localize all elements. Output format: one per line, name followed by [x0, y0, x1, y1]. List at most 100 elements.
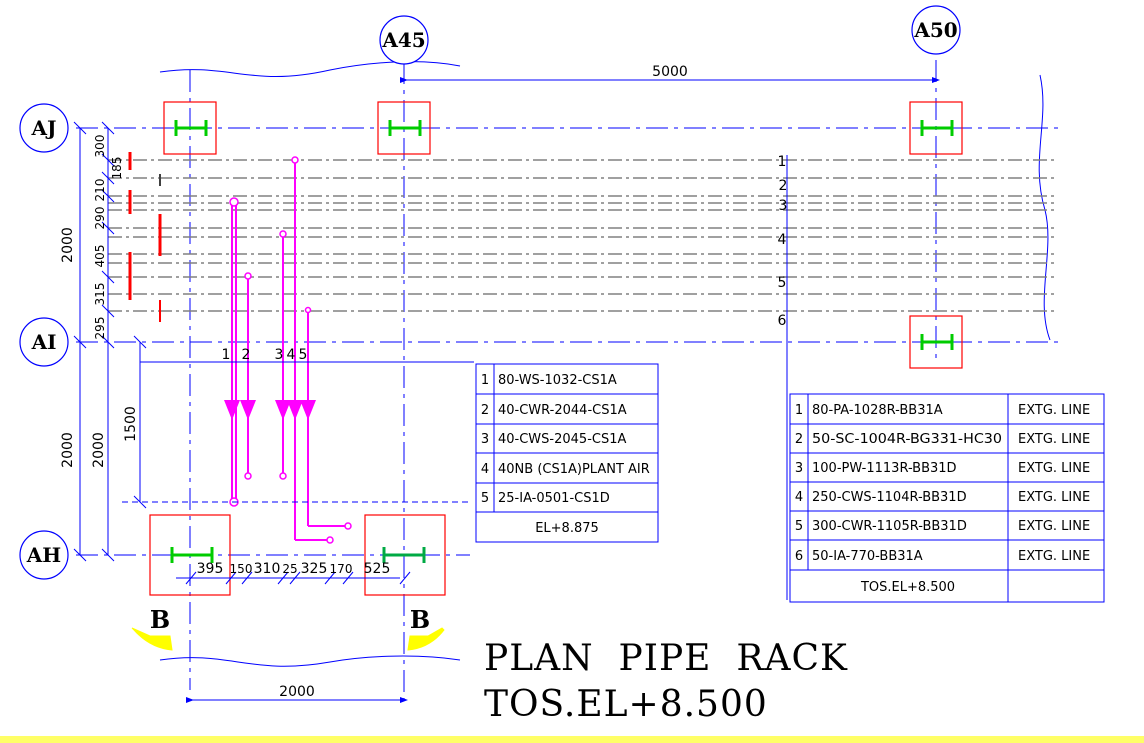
table-row-number: 3 — [795, 461, 803, 476]
dimension-label: 300 — [93, 135, 107, 158]
table-row-line: 50-SC-1004R-BG331-HC30 — [812, 432, 1002, 447]
table-row-status: EXTG. LINE — [1018, 403, 1090, 418]
new-pipe-nodes — [229, 156, 352, 544]
new-pipes — [224, 160, 348, 541]
dimension-label: 395 — [197, 561, 224, 577]
grid-bubble-ai: AI — [19, 317, 69, 367]
grid-bubble-a45: A45 — [379, 15, 429, 65]
existing-pipe-tag: 1 — [778, 154, 787, 170]
dimensions-bottom — [176, 571, 411, 703]
table-footer: TOS.EL+8.500 — [860, 580, 955, 595]
dimension-labels-bottom: 395 150 310 25 325 170 525 2000 — [197, 561, 391, 700]
table-row-line: 40NB (CS1A)PLANT AIR — [498, 462, 650, 477]
table-row-line: 300-CWR-1105R-BB31D — [812, 519, 967, 534]
table-row-number: 1 — [795, 403, 803, 418]
column-aj-a44 — [163, 101, 217, 155]
dimension-label: 405 — [93, 245, 107, 268]
table-row-number: 4 — [795, 490, 803, 505]
table-row-line: 80-WS-1032-CS1A — [498, 373, 617, 388]
existing-pipe-tag: 5 — [778, 275, 787, 291]
grid-bubble-aj: AJ — [19, 103, 69, 153]
column-aj-a45 — [377, 101, 431, 155]
existing-pipe-tags: 1 2 3 4 5 6 — [778, 154, 788, 600]
new-lines-table — [475, 363, 659, 543]
column-aj-a50 — [909, 101, 963, 155]
existing-pipe-tag: 3 — [779, 198, 788, 214]
grid-bubble-ah: AH — [19, 530, 69, 580]
table-row-number: 3 — [481, 432, 489, 447]
dimension-label: 525 — [364, 561, 391, 577]
new-pipe-tag: 1 — [222, 347, 231, 363]
table-row-line: 25-IA-0501-CS1D — [498, 491, 610, 506]
pipe-end-marks — [128, 152, 162, 322]
grid-bubble-label: AJ — [31, 116, 57, 140]
new-pipe-tag: 3 — [275, 347, 284, 363]
dimension-label: 2000 — [60, 227, 76, 263]
table-row-status: EXTG. LINE — [1018, 549, 1090, 564]
table-row-number: 5 — [481, 491, 489, 506]
table-row-number: 2 — [481, 403, 489, 418]
bottom-border — [0, 736, 1144, 743]
table-row-line: 40-CWR-2044-CS1A — [498, 403, 627, 418]
section-mark-label: B — [410, 605, 430, 634]
dimension-label: 210 — [93, 179, 107, 202]
table-row-status: EXTG. LINE — [1018, 490, 1090, 505]
grid-bubble-label: AI — [31, 330, 57, 354]
dimensions-left — [73, 121, 470, 562]
grid-lines — [76, 60, 1060, 700]
grid-bubble-label: A45 — [381, 28, 425, 52]
dimension-label: 1500 — [123, 406, 139, 442]
existing-pipes — [108, 159, 1058, 312]
dimension-top-span: 5000 — [400, 64, 940, 83]
table-row-status: EXTG. LINE — [1018, 461, 1090, 476]
dimension-label: 150 — [230, 562, 253, 576]
table-row-number: 5 — [795, 519, 803, 534]
table-row-line: 50-IA-770-BB31A — [812, 549, 923, 564]
table-row-line: 40-CWS-2045-CS1A — [498, 432, 626, 447]
dimension-label: 310 — [254, 561, 281, 577]
table-footer: EL+8.875 — [535, 521, 599, 536]
dimension-label: 5000 — [652, 64, 688, 80]
table-row-line: 100-PW-1113R-BB31D — [812, 461, 957, 476]
dimension-label: 315 — [93, 283, 107, 306]
new-pipe-tag: 4 — [287, 347, 296, 363]
drawing-subtitle: TOS.EL+8.500 — [484, 684, 768, 725]
new-pipe-tags: 1 2 3 4 5 — [140, 347, 474, 363]
table-row-number: 6 — [795, 549, 803, 564]
dimension-label: 170 — [330, 562, 353, 576]
table-row-status: EXTG. LINE — [1018, 432, 1090, 447]
grid-bubble-label: AH — [26, 543, 61, 567]
table-row-number: 1 — [481, 373, 489, 388]
column-ah-a44 — [149, 514, 231, 596]
drawing-title: PLAN PIPE RACK — [484, 638, 848, 679]
dimension-label: 295 — [93, 317, 107, 340]
section-mark-right: B — [407, 605, 445, 651]
dimension-labels-left: 2000 2000 2000 1500 300 185 210 290 405 … — [60, 135, 139, 468]
existing-pipe-tag: 4 — [778, 232, 787, 248]
section-mark-label: B — [150, 605, 170, 634]
dimension-label: 2000 — [279, 684, 315, 700]
dimension-label: 2000 — [91, 432, 107, 468]
dimension-label: 185 — [110, 157, 124, 180]
table-row-number: 2 — [795, 432, 803, 447]
table-row-status: EXTG. LINE — [1018, 519, 1090, 534]
dimension-label: 2000 — [60, 432, 76, 468]
column-ah-a45 — [364, 514, 446, 596]
grid-bubble-a50: A50 — [911, 5, 961, 55]
existing-pipe-tag: 2 — [779, 178, 788, 194]
new-pipe-tag: 2 — [242, 347, 251, 363]
existing-pipe-tag: 6 — [778, 313, 787, 329]
dimension-label: 325 — [301, 561, 328, 577]
table-row-line: 250-CWS-1104R-BB31D — [812, 490, 967, 505]
existing-lines-table — [789, 393, 1105, 603]
new-lines-table-text: 1 80-WS-1032-CS1A 2 40-CWR-2044-CS1A 3 4… — [481, 373, 650, 536]
existing-lines-table-text: 1 80-PA-1028R-BB31A EXTG. LINE 2 50-SC-1… — [795, 403, 1090, 595]
table-row-number: 4 — [481, 462, 489, 477]
column-ai-a50 — [909, 315, 963, 369]
grid-bubble-label: A50 — [913, 18, 957, 42]
section-mark-left: B — [131, 605, 173, 651]
dimension-label: 290 — [93, 207, 107, 230]
dimension-label: 25 — [282, 562, 297, 576]
new-pipe-tag: 5 — [299, 347, 308, 363]
